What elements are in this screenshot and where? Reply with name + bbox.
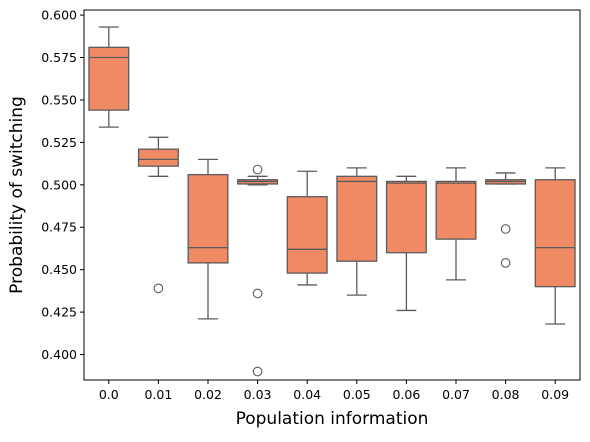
outlier-point [252,164,263,175]
box-0.03 [237,164,279,377]
plot-area [83,9,581,381]
iqr-box [336,175,378,262]
box-0.0 [88,26,130,128]
outlier-point [500,224,511,234]
box-0.05 [336,167,378,296]
outlier-point [252,366,263,377]
x-tick-label: 0.07 [442,387,470,402]
iqr-box [137,148,179,167]
iqr-box [187,173,229,264]
x-tick-label: 0.06 [392,387,420,402]
iqr-box [435,180,477,240]
box-0.04 [286,170,328,286]
x-tick-label: 0.03 [244,387,272,402]
y-tick-label: 0.475 [41,220,77,235]
box-0.08 [485,172,527,268]
iqr-box [385,180,427,254]
y-tick-label: 0.600 [41,8,77,23]
y-tick-label: 0.525 [41,135,77,150]
y-tick-label: 0.400 [41,347,77,362]
box-0.07 [435,167,477,281]
box-0.09 [534,167,576,325]
y-tick-label: 0.550 [41,92,77,107]
y-tick-label: 0.500 [41,177,77,192]
y-tick-label: 0.425 [41,305,77,320]
outlier-point [252,288,263,299]
x-axis-ticks: 0.0 0.01 0.02 0.03 0.04 0.05 0.06 0.07 0.08 0.09 [99,380,569,402]
y-axis-ticks: 0.400 0.425 0.450 0.475 0.500 0.525 0.550 0.575… [41,8,84,362]
x-tick-label: 0.02 [194,387,222,402]
x-tick-label: 0.0 [99,387,119,402]
box-0.06 [385,175,427,312]
x-axis-label: Population information [236,409,429,429]
y-axis-label: Probability of switching [7,96,27,294]
iqr-box [286,196,328,274]
iqr-box [88,46,130,111]
box-series [88,26,576,377]
box-0.01 [137,136,179,294]
x-tick-label: 0.01 [144,387,172,402]
x-tick-label: 0.04 [293,387,321,402]
y-tick-label: 0.575 [41,50,77,65]
axes-frame [83,9,581,381]
outlier-point [500,258,511,268]
y-tick-label: 0.450 [41,262,77,277]
x-tick-label: 0.05 [343,387,371,402]
x-tick-label: 0.09 [541,387,569,402]
box-0.02 [187,158,229,320]
iqr-box [534,179,576,288]
outlier-point [153,283,164,294]
x-tick-label: 0.08 [492,387,520,402]
